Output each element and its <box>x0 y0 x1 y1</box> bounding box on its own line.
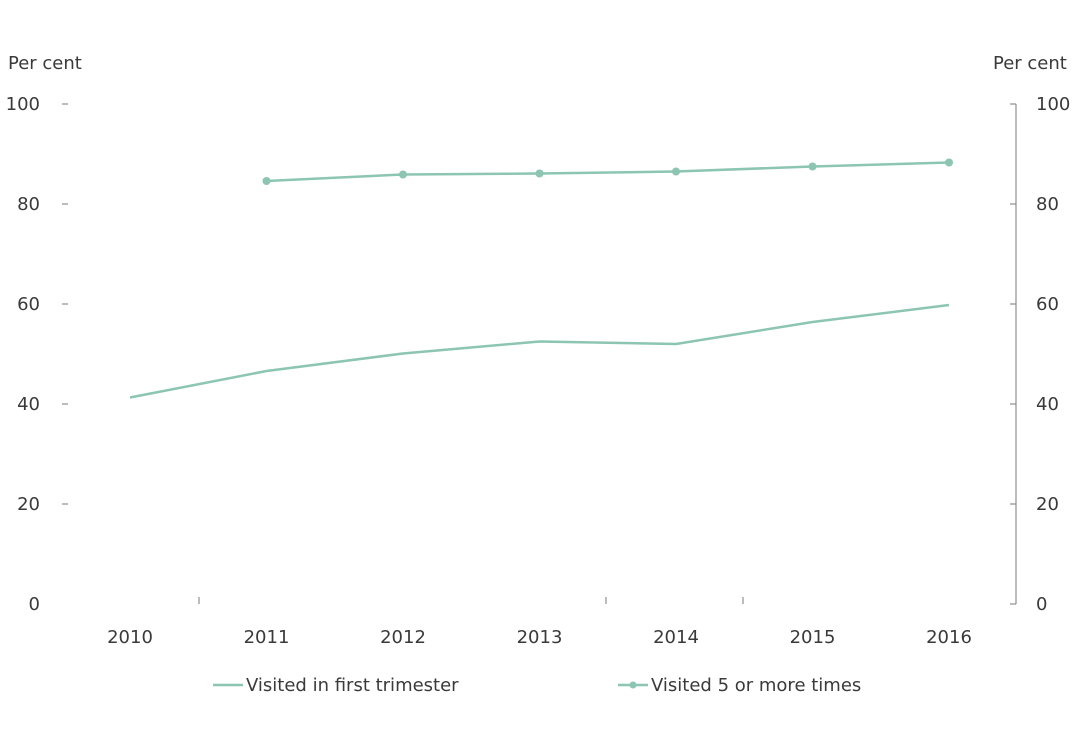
legend-label-five-or-more: Visited 5 or more times <box>651 675 861 696</box>
legend-label-first-trimester: Visited in first trimester <box>246 675 459 696</box>
plot-area <box>129 158 953 399</box>
right-y-tick-label: 80 <box>1036 194 1059 215</box>
x-tick-label: 2015 <box>790 627 836 648</box>
x-tick-label: 2014 <box>653 627 699 648</box>
series-line-0 <box>129 303 950 399</box>
data-point-marker <box>262 177 271 185</box>
left-y-tick-label: 40 <box>17 394 40 415</box>
x-tick-label: 2016 <box>926 627 972 648</box>
legend-item-first-trimester: Visited in first trimester <box>213 675 459 696</box>
x-axis: 2010 2011 2012 2013 2014 2015 2016 <box>107 597 972 648</box>
data-point-marker <box>535 169 544 178</box>
data-point-marker <box>945 158 953 167</box>
left-y-tick-label: 0 <box>29 594 40 615</box>
data-point-marker <box>672 167 680 176</box>
series-line-1 <box>266 161 950 183</box>
right-y-tick-label: 20 <box>1036 494 1059 515</box>
right-axis: 0 20 40 60 80 100 <box>1010 94 1070 615</box>
right-axis-unit-label: Per cent <box>993 53 1067 74</box>
left-y-tick-label: 60 <box>17 294 40 315</box>
legend: Visited in first trimester Visited 5 or … <box>213 675 861 696</box>
legend-marker-five-or-more <box>629 681 637 689</box>
right-y-tick-label: 40 <box>1036 394 1059 415</box>
data-point-marker <box>399 170 407 179</box>
left-y-tick-label: 100 <box>6 94 40 115</box>
left-y-tick-label: 80 <box>17 194 40 215</box>
right-y-tick-label: 60 <box>1036 294 1059 315</box>
right-y-tick-label: 100 <box>1036 94 1070 115</box>
x-tick-label: 2011 <box>244 627 290 648</box>
left-y-tick-label: 20 <box>17 494 40 515</box>
data-point-marker <box>808 162 817 171</box>
left-axis-unit-label: Per cent <box>8 53 82 74</box>
x-tick-label: 2012 <box>380 627 426 648</box>
x-tick-label: 2010 <box>107 627 153 648</box>
x-tick-label: 2013 <box>517 627 563 648</box>
legend-item-five-or-more: Visited 5 or more times <box>618 675 861 696</box>
left-axis: 0 20 40 60 80 100 <box>6 94 68 615</box>
right-y-tick-label: 0 <box>1036 594 1047 615</box>
